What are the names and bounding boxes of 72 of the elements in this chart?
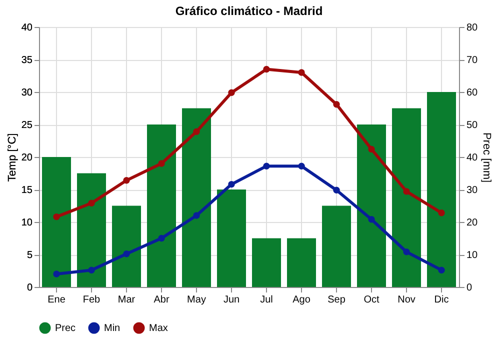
bar [217, 190, 246, 287]
chart-title: Gráfico climático - Madrid [175, 4, 323, 18]
point [158, 160, 165, 167]
bar [322, 206, 351, 287]
point [263, 66, 270, 73]
bar [77, 173, 106, 287]
y-tick-label: 10 [21, 218, 33, 228]
point [368, 216, 375, 223]
point [123, 177, 130, 184]
point [158, 234, 165, 242]
y2-tick-label: 20 [466, 218, 478, 228]
y2-tick-label: 10 [466, 250, 478, 261]
x-tick-label: Nov [398, 294, 416, 306]
y2-tick-label: 30 [466, 185, 478, 196]
point [298, 69, 305, 76]
y2-tick-label: 70 [466, 55, 478, 66]
y-tick-label: 5 [26, 250, 33, 261]
point [333, 186, 340, 194]
x-tick-label: Dic [434, 294, 449, 306]
bar [147, 124, 176, 287]
y-tick-label: 25 [21, 120, 33, 131]
y2-tick-label: 0 [466, 282, 472, 294]
y-tick-label: 30 [21, 88, 33, 98]
y-axis-title: Temp [°C] [6, 133, 18, 182]
y2-tick-label: 60 [466, 88, 478, 98]
legend-label: Min [104, 323, 120, 334]
legend-label: Prec [55, 323, 76, 334]
x-tick-label: Mar [118, 294, 136, 306]
y-tick-label: 20 [21, 152, 33, 164]
legend-label: Max [149, 323, 168, 334]
point [193, 128, 200, 135]
y2-axis-title: Prec [mm] [480, 132, 493, 183]
point [403, 188, 410, 195]
point [438, 210, 445, 216]
y2-tick-label: 40 [466, 152, 478, 164]
x-tick-label: May [187, 294, 206, 306]
point [368, 146, 375, 153]
bar [182, 108, 211, 287]
x-tick-label: Feb [82, 294, 101, 306]
x-tick-label: Jun [223, 294, 240, 306]
x-tick-label: Ene [48, 294, 66, 306]
x-tick-label: Abr [154, 294, 170, 306]
point [298, 162, 305, 170]
point [228, 180, 235, 188]
point [403, 248, 410, 256]
bar [357, 124, 386, 287]
bar [287, 238, 316, 287]
bar [252, 238, 281, 287]
point [228, 89, 235, 96]
point [53, 270, 60, 278]
point [263, 162, 270, 170]
y-tick-label: 0 [26, 282, 33, 294]
y-tick-label: 35 [21, 55, 33, 66]
point [88, 200, 95, 206]
bar [42, 157, 71, 287]
y2-tick-label: 50 [466, 120, 478, 131]
x-tick-label: Ago [292, 294, 311, 306]
point [123, 250, 130, 258]
x-tick-label: Sep [328, 294, 346, 306]
x-tick-label: Jul [260, 294, 273, 306]
y-tick-label: 15 [21, 185, 33, 196]
point [333, 101, 340, 108]
bar [392, 108, 421, 287]
point [53, 213, 60, 220]
point [438, 266, 445, 274]
y-tick-label: 40 [21, 22, 33, 34]
point [88, 266, 95, 274]
bar [112, 206, 141, 287]
point [193, 212, 200, 219]
y2-tick-label: 80 [466, 22, 478, 34]
bar [427, 92, 456, 287]
x-tick-label: Oct [364, 294, 380, 306]
